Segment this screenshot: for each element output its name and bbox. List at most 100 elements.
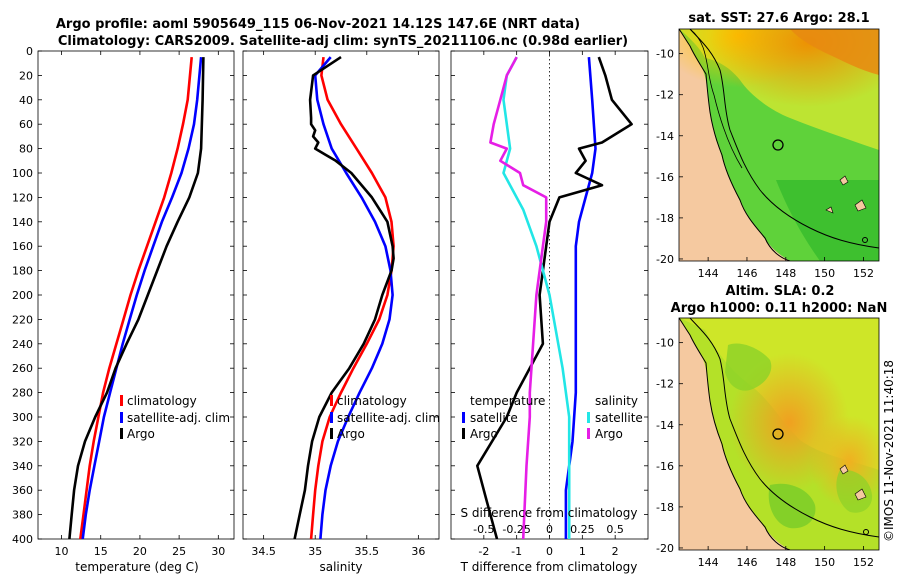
legend-climatology: climatology — [127, 394, 197, 408]
x-tick-label: 34.5 — [251, 545, 276, 558]
difference-xlabel-top: S difference from climatology — [461, 506, 638, 520]
map-x-tick-label: 150 — [814, 267, 835, 280]
map-x-tick-label: 152 — [853, 556, 874, 569]
figure-title-line1: Argo profile: aoml 5905649_115 06-Nov-20… — [56, 17, 580, 32]
series-line-satellite-adj-clim — [81, 56, 203, 539]
y-tick-label: 320 — [12, 435, 33, 448]
sla-coastline — [679, 318, 791, 550]
y-tick-label: 200 — [12, 289, 33, 302]
y-tick-label: 20 — [19, 69, 33, 82]
figure-title-line2: Climatology: CARS2009. Satellite-adj cli… — [58, 34, 628, 49]
map-x-tick-label: 146 — [736, 556, 757, 569]
map-x-tick-label: 146 — [736, 267, 757, 280]
y-tick-label: 260 — [12, 362, 33, 375]
y-tick-label: 340 — [12, 460, 33, 473]
map-y-tick-label: -16 — [656, 171, 674, 184]
legend-heading-temperature: temperature — [470, 394, 545, 408]
legend-climatology: climatology — [337, 394, 407, 408]
map-y-tick-label: -12 — [656, 89, 674, 102]
x-tick-label: 2 — [612, 545, 619, 558]
difference-salinity-legend: salinity satellite Argo — [587, 394, 643, 441]
series-line-climatology — [309, 56, 395, 539]
map-y-tick-label: -14 — [656, 419, 674, 432]
y-tick-label: 40 — [19, 94, 33, 107]
legend-s-argo: Argo — [595, 427, 623, 441]
legend-heading-salinity: salinity — [595, 394, 638, 408]
y-tick-label: 300 — [12, 411, 33, 424]
map-y-tick-label: -14 — [656, 130, 674, 143]
map-y-tick-label: -20 — [656, 253, 674, 266]
x-top-tick-label: 0.25 — [570, 523, 595, 536]
x-tick-label: 36 — [411, 545, 425, 558]
y-tick-label: 60 — [19, 118, 33, 131]
x-tick-label: -1 — [511, 545, 522, 558]
legend-satellite: satellite-adj. clim — [337, 411, 440, 425]
map-y-tick-label: -18 — [656, 501, 674, 514]
y-tick-label: 240 — [12, 338, 33, 351]
map-y-tick-label: -16 — [656, 460, 674, 473]
x-tick-label: 20 — [133, 545, 147, 558]
credit-text: ©IMOS 11-Nov-2021 11:40:18 — [882, 360, 896, 542]
map-y-tick-label: -18 — [656, 212, 674, 225]
map-x-tick-label: 144 — [698, 267, 719, 280]
y-tick-label: 400 — [12, 533, 33, 546]
x-tick-label: 0 — [546, 545, 553, 558]
y-tick-label: 180 — [12, 265, 33, 278]
series-line-climatology — [79, 56, 193, 539]
map-x-tick-label: 150 — [814, 556, 835, 569]
legend-satellite: satellite-adj. clim — [127, 411, 230, 425]
x-tick-label: 30 — [211, 545, 225, 558]
difference-temperature-legend: temperature satellite Argo — [462, 394, 545, 441]
sla-shelf-contour — [689, 318, 879, 538]
y-tick-label: 80 — [19, 143, 33, 156]
y-tick-label: 360 — [12, 484, 33, 497]
map-y-tick-label: -10 — [656, 337, 674, 350]
x-tick-label: 35.5 — [355, 545, 380, 558]
legend-s-satellite: satellite — [595, 411, 643, 425]
series-line-argo — [68, 57, 205, 539]
sst-coastline — [679, 29, 791, 261]
map-x-tick-label: 148 — [775, 267, 796, 280]
salinity-xlabel: salinity — [319, 560, 362, 574]
series-line-satellite-adj-clim — [313, 56, 394, 539]
series-line-s-satellite — [502, 56, 571, 539]
x-tick-label: 1 — [579, 545, 586, 558]
map-y-tick-label: -10 — [656, 48, 674, 61]
sst-argo-marker — [772, 139, 784, 151]
sst-shelf-contour — [689, 29, 879, 249]
map-y-tick-label: -20 — [656, 542, 674, 555]
legend-t-argo: Argo — [470, 427, 498, 441]
map-x-tick-label: 144 — [698, 556, 719, 569]
sla-map-title-line2: Argo h1000: 0.11 h2000: NaN — [671, 301, 888, 316]
sla-map-title-line1: Altim. SLA: 0.2 — [726, 284, 835, 299]
legend-argo: Argo — [127, 427, 155, 441]
map-x-tick-label: 152 — [853, 267, 874, 280]
x-top-tick-label: -0.25 — [502, 523, 530, 536]
x-tick-label: 25 — [172, 545, 186, 558]
y-tick-label: 380 — [12, 509, 33, 522]
sla-argo-marker — [772, 428, 784, 440]
salinity-legend: climatology satellite-adj. clim Argo — [330, 394, 440, 441]
map-y-tick-label: -12 — [656, 378, 674, 391]
sst-map-title: sat. SST: 27.6 Argo: 28.1 — [688, 11, 869, 26]
y-tick-label: 160 — [12, 240, 33, 253]
y-tick-label: 100 — [12, 167, 33, 180]
legend-argo: Argo — [337, 427, 365, 441]
difference-xlabel: T difference from climatology — [460, 560, 638, 574]
temperature-xlabel: temperature (deg C) — [75, 560, 198, 574]
x-tick-label: 15 — [94, 545, 108, 558]
x-tick-label: 35 — [308, 545, 322, 558]
x-top-tick-label: -0.5 — [473, 523, 494, 536]
series-line-t-argo — [475, 56, 633, 539]
y-tick-label: 280 — [12, 387, 33, 400]
series-line-argo — [293, 56, 395, 539]
x-top-tick-label: 0 — [546, 523, 553, 536]
y-tick-label: 140 — [12, 216, 33, 229]
temperature-legend: climatology satellite-adj. clim Argo — [120, 394, 230, 441]
series-line-t-satellite — [564, 56, 597, 539]
x-tick-label: -2 — [478, 545, 489, 558]
salinity-panel — [242, 50, 440, 540]
y-tick-label: 220 — [12, 313, 33, 326]
x-top-tick-label: 0.5 — [606, 523, 624, 536]
y-tick-label: 120 — [12, 191, 33, 204]
